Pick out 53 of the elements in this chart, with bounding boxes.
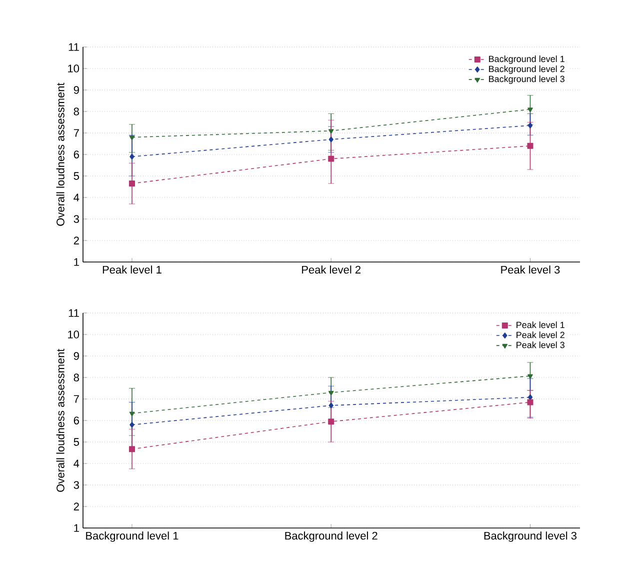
y-tick-label: 2 [74,236,79,244]
y-tick-label: 11 [68,309,79,317]
y-tick-label: 1 [74,524,79,532]
y-axis-title: Overall loudness assessment [56,348,64,492]
point [128,180,135,187]
legend-label: Peak level 1 [516,321,564,328]
y-tick-label: 6 [74,416,79,424]
point [129,136,135,140]
y-tick-label: 6 [74,150,79,158]
x-tick-label: Background level 1 [86,532,178,542]
point [328,418,334,425]
y-tick-label: 2 [74,502,79,510]
y-tick-label: 7 [74,395,79,403]
y-tick-label: 8 [74,374,79,382]
y-tick-label: 7 [74,129,79,137]
point [128,446,135,452]
y-tick-label: 9 [74,86,79,94]
x-tick-label: Peak level 3 [501,266,560,274]
x-tick-label: Peak level 2 [302,266,360,274]
y-tick-label: 8 [74,108,79,116]
y-tick-label: 4 [74,460,80,468]
y-tick-label: 10 [68,64,80,72]
y-axis-title: Overall loudness assessment [56,82,64,226]
point [528,122,533,128]
point [528,108,533,112]
y-tick-label: 11 [68,43,79,51]
point [528,374,533,379]
x-tick-label: Background level 3 [484,532,576,542]
point [130,422,134,428]
legend-label: Background level 3 [489,76,564,84]
legend-label: Peak level 3 [516,342,564,348]
legend-label: Peak level 2 [516,332,564,338]
y-tick-label: 5 [74,172,79,180]
y-tick-label: 10 [68,330,80,338]
y-tick-label: 1 [74,258,79,266]
x-tick-label: Background level 2 [285,532,378,542]
y-tick-label: 5 [74,438,79,446]
y-tick-label: 9 [74,352,79,360]
y-tick-label: 3 [74,215,79,223]
point [328,136,334,142]
point [328,129,334,134]
point [129,412,135,416]
x-tick-label: Peak level 1 [102,266,162,274]
y-tick-label: 4 [74,194,80,202]
point [328,390,334,396]
legend-label: Background level 2 [489,66,564,74]
legend-label: Background level 1 [489,55,564,64]
point [527,399,534,406]
point [130,154,134,160]
point [527,142,534,149]
point [328,402,334,408]
point [328,156,334,162]
y-tick-label: 3 [74,481,79,489]
